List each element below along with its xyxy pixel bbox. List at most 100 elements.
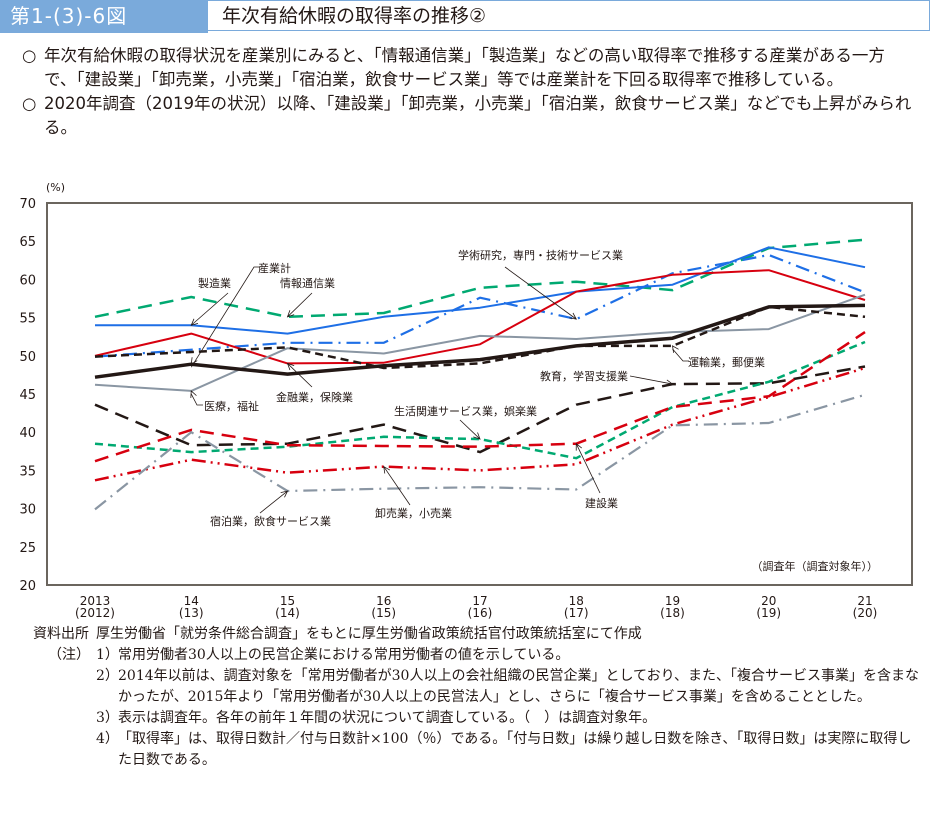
annotation-leader xyxy=(287,292,313,318)
x-axis-label: （調査年（調査対象年）） xyxy=(752,559,879,573)
annotation-leader xyxy=(190,292,229,326)
annotation-leader xyxy=(190,266,260,368)
y-tick-label: 30 xyxy=(19,503,36,518)
y-tick-label: 50 xyxy=(19,350,36,365)
arrow-icon xyxy=(569,312,577,320)
note-text: 「取得率」は、取得日数計／付与日数計×100（％）である。「付与日数」は繰り越し… xyxy=(118,731,912,768)
note-number: 4） xyxy=(96,731,119,747)
annotation: 生活関連サービス業，娯楽業 xyxy=(394,404,537,440)
series-line xyxy=(94,269,866,365)
x-tick-sublabel: (18) xyxy=(660,606,685,620)
source-text: 厚生労働省「就労条件総合調査」をもとに厚生労働省政策統括官付政策統括室にて作成 xyxy=(96,626,642,642)
note-row: （注） 1） 常用労働者30人以上の民営企業における常用労働者の値を示している。 xyxy=(33,645,923,666)
series-line xyxy=(94,366,866,482)
annotation: 建設業 xyxy=(575,442,618,510)
note-row: 2） 2014年以前は、調査対象を「常用労働者が30人以上の会社組織の民営企業」と… xyxy=(33,666,923,708)
note-number: 1） xyxy=(96,647,119,663)
annotation: 産業計 xyxy=(190,261,291,368)
arrow-icon xyxy=(190,390,197,398)
annotation-leader xyxy=(575,443,601,494)
annotation-label: 卸売業，小売業 xyxy=(375,506,452,520)
x-tick-sublabel: (20) xyxy=(853,606,878,620)
arrow-icon xyxy=(190,357,198,365)
annotation-label: 建設業 xyxy=(585,496,618,510)
annotation: 運輸業，郵便業 xyxy=(671,345,765,369)
y-tick-label: 45 xyxy=(19,388,36,403)
series-lines xyxy=(94,238,866,511)
series-line xyxy=(94,331,866,463)
annotation-label: 学術研究，専門・技術サービス業 xyxy=(458,248,623,262)
note-number: 3） xyxy=(96,710,119,726)
x-tick-sublabel: (15) xyxy=(371,606,396,620)
note-number: 2） xyxy=(96,668,119,684)
x-tick-label: 21 xyxy=(857,594,872,608)
bullet-icon: ○ xyxy=(22,46,37,65)
y-tick-label: 40 xyxy=(19,426,36,441)
annotation-label: 製造業 xyxy=(198,276,231,290)
annotation-leader xyxy=(190,393,203,406)
x-tick-sublabel: (13) xyxy=(179,606,204,620)
annotation-label: 生活関連サービス業，娯楽業 xyxy=(394,404,537,418)
annotation-label: 産業計 xyxy=(258,261,291,275)
annotation-leader xyxy=(459,419,481,440)
series-line xyxy=(94,253,866,358)
arrow-icon xyxy=(286,362,295,371)
summary-item: ○ 2020年調査（2019年の状況）以降、「建設業」「卸売業，小売業」「宿泊業，… xyxy=(22,92,917,140)
series-line xyxy=(94,305,866,370)
arrow-icon xyxy=(286,310,295,318)
arrow-icon xyxy=(575,442,582,451)
figure-number: 第1-(3)-6図 xyxy=(0,0,208,33)
series-line xyxy=(94,393,866,511)
bullet-icon: ○ xyxy=(22,94,37,113)
note-text: 2014年以前は、調査対象を「常用労働者が30人以上の会社組織の民営企業」として… xyxy=(118,668,920,705)
arrow-icon xyxy=(383,465,391,474)
annotation: 教育，学習支援業 xyxy=(540,369,674,387)
y-tick-label: 70 xyxy=(19,197,36,212)
annotation: 宿泊業，飲食サービス業 xyxy=(210,490,331,528)
note-text: 常用労働者30人以上の民営企業における常用労働者の値を示している。 xyxy=(118,647,570,663)
figure-header: 第1-(3)-6図 年次有給休暇の取得率の推移② xyxy=(0,0,933,33)
note-row: 3） 表示は調査年。各年の前年１年間の状況について調査している。（ ）は調査対象年… xyxy=(33,708,923,729)
annotation-label: 運輸業，郵便業 xyxy=(688,355,765,369)
x-tick-label: 19 xyxy=(665,594,680,608)
annotation-leader xyxy=(629,375,673,385)
annotation-leader xyxy=(259,490,288,514)
annotation: 卸売業，小売業 xyxy=(375,465,452,520)
annotation-label: 医療，福祉 xyxy=(204,399,259,413)
annotation: 医療，福祉 xyxy=(190,390,259,413)
x-tick-sublabel: (2012) xyxy=(75,606,115,620)
x-tick-label: 16 xyxy=(376,594,391,608)
note-text: 表示は調査年。各年の前年１年間の状況について調査している。（ ）は調査対象年。 xyxy=(118,710,657,726)
x-tick-sublabel: (16) xyxy=(468,606,493,620)
annotation-leader xyxy=(504,266,577,320)
x-tick-label: 14 xyxy=(184,594,199,608)
summary-text: 年次有給休暇の取得状況を産業別にみると、「情報通信業」「製造業」などの高い取得率… xyxy=(44,46,885,89)
annotation: 金融業，保険業 xyxy=(276,362,353,404)
x-tick-label: 2013 xyxy=(80,594,111,608)
annotation-leader xyxy=(287,363,313,388)
summary-text: 2020年調査（2019年の状況）以降、「建設業」「卸売業，小売業」「宿泊業，飲… xyxy=(44,94,912,137)
x-tick-sublabel: (14) xyxy=(275,606,300,620)
x-tick-label: 20 xyxy=(761,594,776,608)
series-line xyxy=(94,365,866,454)
x-tick-sublabel: (19) xyxy=(756,606,781,620)
annotation: 製造業 xyxy=(190,276,231,326)
notes-label: （注） xyxy=(48,647,90,663)
series-line xyxy=(95,246,866,335)
source-label: 資料出所 xyxy=(33,626,89,642)
annotation-label: 金融業，保険業 xyxy=(276,390,353,404)
y-tick-label: 55 xyxy=(19,312,36,327)
annotation-label: 宿泊業，飲食サービス業 xyxy=(210,514,331,528)
axes: (%) 20 25 30 35 40 45 50 55 60 65 70 2013(2012) 14(13… xyxy=(19,181,913,620)
summary: ○ 年次有給休暇の取得状況を産業別にみると、「情報通信業」「製造業」などの高い取得… xyxy=(22,44,917,140)
annotation: 情報通信業 xyxy=(280,277,335,318)
y-axis-unit: (%) xyxy=(46,181,65,194)
annotation-leader xyxy=(672,348,689,362)
plot-frame xyxy=(46,202,913,586)
arrow-icon xyxy=(671,345,679,353)
notes: 資料出所 厚生労働省「就労条件総合調査」をもとに厚生労働省政策統括官付政策統括室… xyxy=(33,624,923,771)
arrow-icon xyxy=(473,432,481,440)
annotation-leader xyxy=(383,466,411,506)
x-tick-sublabel: (17) xyxy=(564,606,589,620)
